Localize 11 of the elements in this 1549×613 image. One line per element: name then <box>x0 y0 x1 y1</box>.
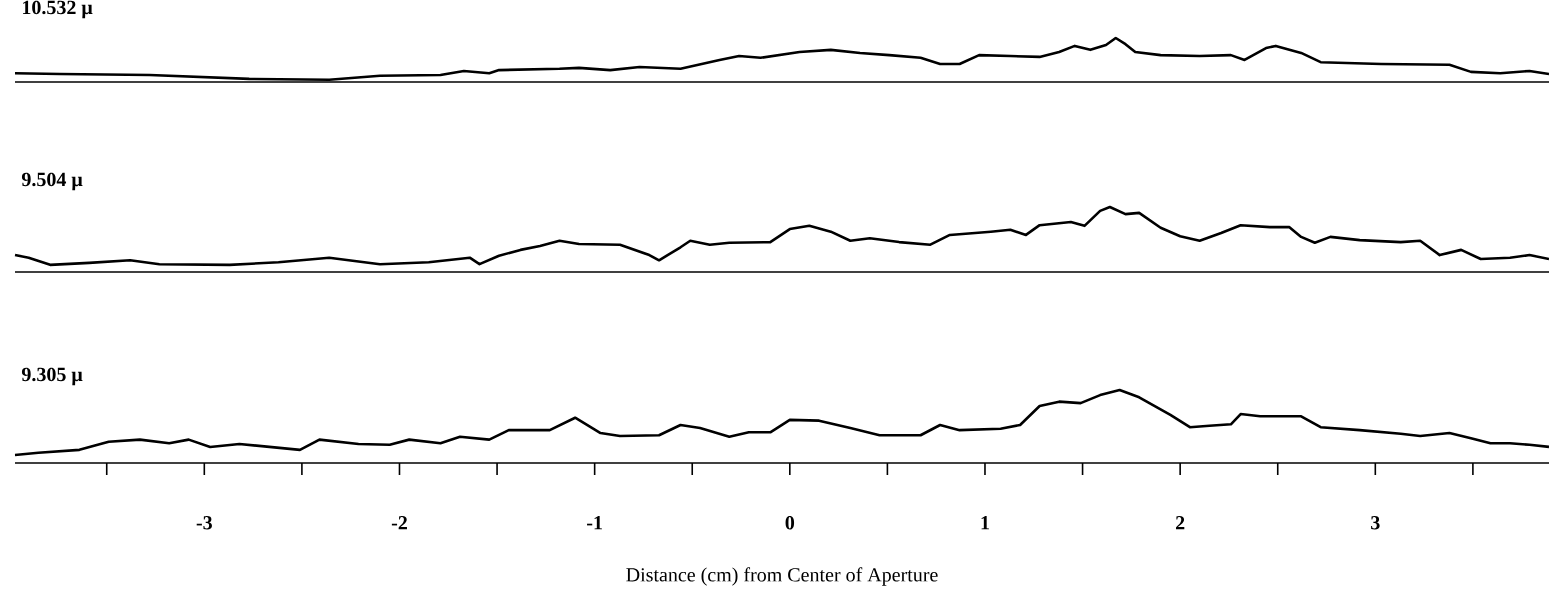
x-tick-label: 1 <box>981 516 989 530</box>
chart-title: 9.504 μ <box>21 172 83 191</box>
chart-title: 9.305 μ <box>21 367 83 386</box>
x-tick-label: 0 <box>785 516 795 530</box>
x-axis-title: Distance (cm) from Center of Aperture <box>626 567 938 586</box>
x-tick-label: 3 <box>1371 516 1380 530</box>
x-tick-label: -3 <box>196 516 212 530</box>
x-tick-label: -2 <box>391 516 407 530</box>
x-tick-label: 2 <box>1176 516 1185 530</box>
x-tick-label: -1 <box>587 516 602 530</box>
chart-title: 10.532 μ <box>23 0 93 19</box>
